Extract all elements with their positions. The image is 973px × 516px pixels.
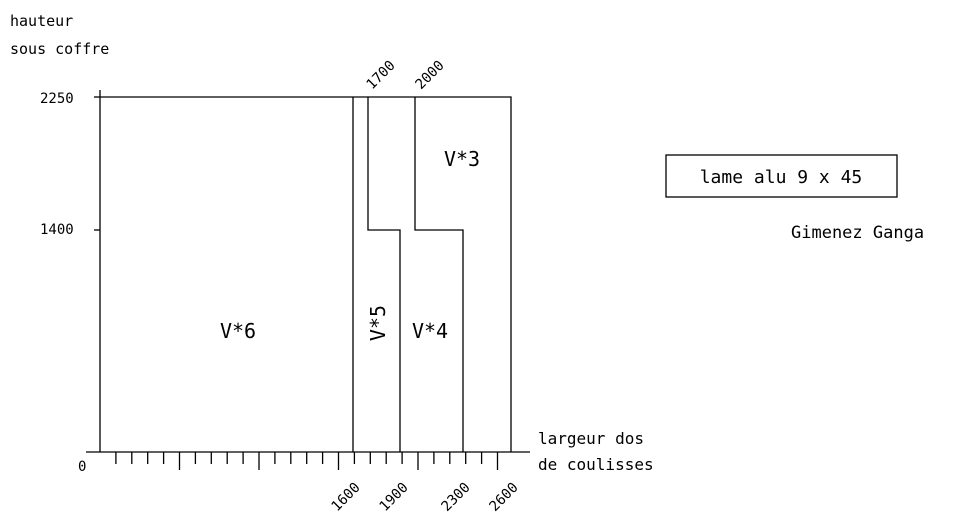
material-box: [665, 154, 898, 198]
x-origin-label: 0: [78, 459, 86, 475]
x-tick-label-1600: 1600: [329, 480, 364, 515]
x-tick-label-2600: 2600: [487, 480, 522, 515]
boundary-v5-v4: [367, 97, 401, 452]
x-axis-label-2: de coulisses: [538, 455, 654, 474]
material-box-label: lame alu 9 x 45: [700, 167, 863, 188]
top-tick-label-1700: 1700: [364, 58, 399, 93]
x-axis-label-1: largeur dos: [538, 429, 644, 448]
author-label: Gimenez Ganga: [791, 223, 924, 243]
zone-label-v5: V*5: [366, 305, 390, 341]
x-axis-ticks: [115, 452, 499, 470]
top-tick-label-2000: 2000: [413, 58, 448, 93]
boundary-v4-v3: [414, 97, 464, 452]
zone-label-v3: V*3: [444, 147, 480, 171]
y-tick-label-2250: 2250: [40, 91, 74, 107]
y-axis-label-2: sous coffre: [10, 40, 109, 58]
y-axis-label-1: hauteur: [10, 12, 73, 30]
zone-label-v4: V*4: [412, 319, 448, 343]
y-tick-label-1400: 1400: [40, 222, 74, 238]
outer-boundary: [100, 96, 512, 452]
x-tick-label-2300: 2300: [439, 480, 474, 515]
x-tick-label-1900: 1900: [377, 480, 412, 515]
zone-label-v6: V*6: [220, 319, 256, 343]
